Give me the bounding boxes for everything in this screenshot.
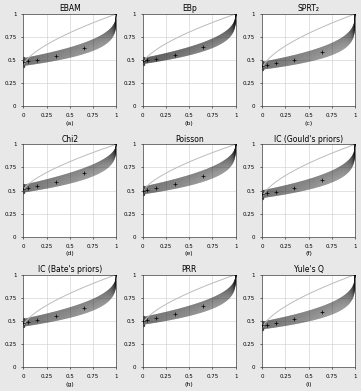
X-axis label: (f): (f) [305,251,312,256]
Title: Poisson: Poisson [175,135,204,143]
X-axis label: (g): (g) [65,382,74,387]
X-axis label: (d): (d) [65,251,74,256]
Title: IC (Bate's priors): IC (Bate's priors) [38,265,102,274]
X-axis label: (e): (e) [185,251,193,256]
Title: PRR: PRR [182,265,197,274]
Title: SPRT₂: SPRT₂ [297,4,319,13]
Title: Chi2: Chi2 [61,135,78,143]
Title: Yule's Q: Yule's Q [294,265,323,274]
X-axis label: (h): (h) [185,382,193,387]
X-axis label: (a): (a) [65,121,74,126]
Title: EBAM: EBAM [59,4,81,13]
X-axis label: (c): (c) [305,121,313,126]
Title: EBp: EBp [182,4,197,13]
Title: IC (Gould's priors): IC (Gould's priors) [274,135,343,143]
X-axis label: (i): (i) [305,382,312,387]
X-axis label: (b): (b) [185,121,193,126]
